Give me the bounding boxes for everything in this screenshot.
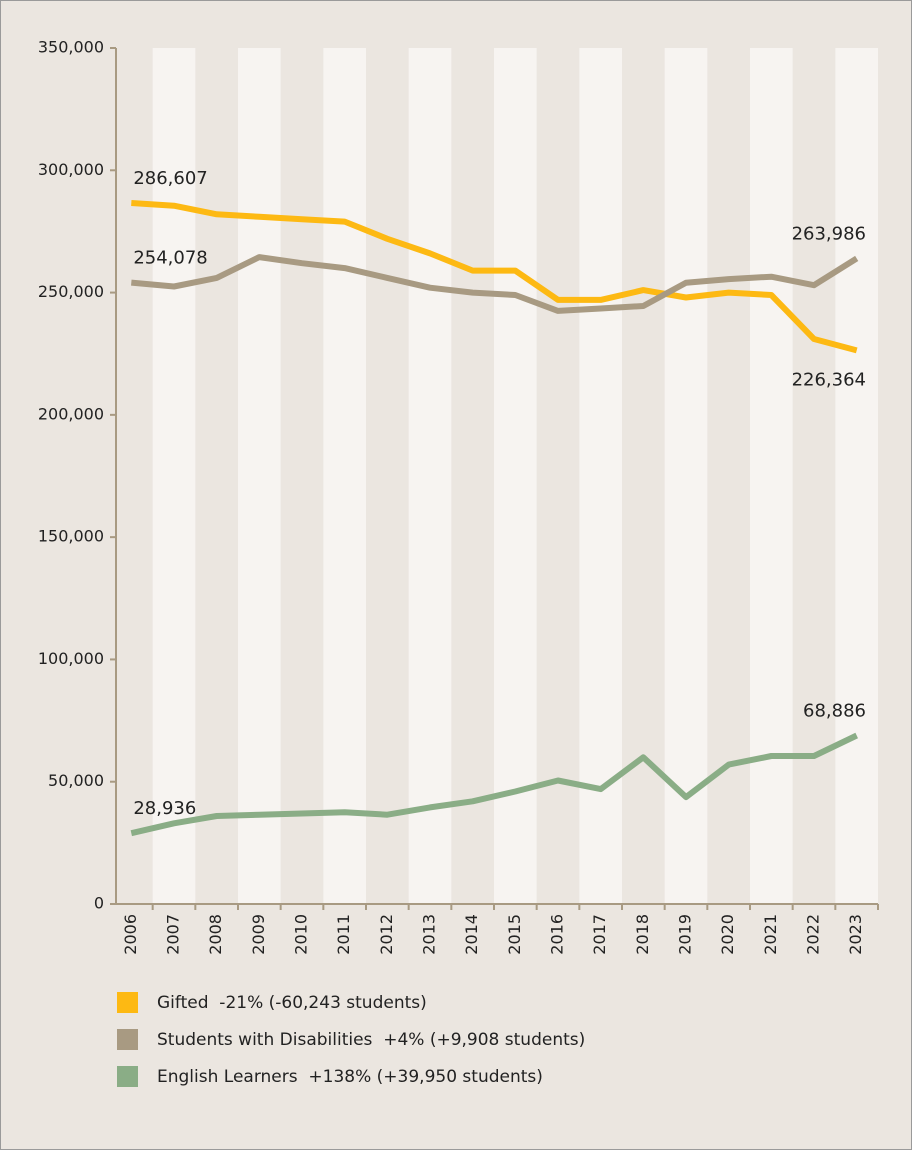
x-tick-label: 2023 xyxy=(846,914,865,955)
x-tick-label: 2020 xyxy=(718,914,737,955)
legend-swatch xyxy=(117,1066,138,1087)
y-tick-label: 250,000 xyxy=(38,282,104,301)
x-tick-label: 2018 xyxy=(633,914,652,955)
x-tick-label: 2010 xyxy=(292,914,311,955)
y-tick-label: 50,000 xyxy=(48,771,104,790)
stripe xyxy=(750,48,793,904)
value-label: 286,607 xyxy=(133,168,207,189)
x-tick-label: 2007 xyxy=(164,914,183,955)
stripe xyxy=(238,48,281,904)
value-label: 28,936 xyxy=(133,798,196,819)
x-tick-label: 2019 xyxy=(676,914,695,955)
value-label: 226,364 xyxy=(792,369,866,390)
legend-text: Students with Disabilities +4% (+9,908 s… xyxy=(157,1030,585,1050)
y-tick-label: 0 xyxy=(94,894,104,913)
legend-swatch xyxy=(117,1029,138,1050)
stripe xyxy=(835,48,878,904)
legend-swatch xyxy=(117,992,138,1013)
x-tick-label: 2006 xyxy=(121,914,140,955)
value-label: 254,078 xyxy=(133,248,207,269)
y-tick-label: 200,000 xyxy=(38,404,104,423)
y-tick-label: 100,000 xyxy=(38,649,104,668)
value-label: 263,986 xyxy=(792,223,866,244)
stripe xyxy=(408,48,452,904)
series-line xyxy=(131,254,859,314)
x-tick-label: 2012 xyxy=(377,914,396,955)
x-tick-label: 2008 xyxy=(206,914,225,955)
y-tick-label: 350,000 xyxy=(38,38,104,57)
legend-text: Gifted -21% (-60,243 students) xyxy=(157,993,427,1013)
value-label: 68,886 xyxy=(803,701,866,722)
x-tick-label: 2017 xyxy=(590,914,609,955)
stripe xyxy=(494,48,537,904)
x-tick-label: 2014 xyxy=(462,914,481,955)
y-tick-label: 300,000 xyxy=(38,160,104,179)
x-tick-label: 2022 xyxy=(804,914,823,955)
y-tick-label: 150,000 xyxy=(38,527,104,546)
series-line xyxy=(130,732,858,837)
x-tick-label: 2011 xyxy=(334,914,353,955)
series-line xyxy=(131,200,858,354)
stripe xyxy=(664,48,708,904)
x-tick-label: 2009 xyxy=(249,914,268,955)
x-tick-label: 2016 xyxy=(548,914,567,955)
legend-text: English Learners +138% (+39,950 students… xyxy=(157,1067,543,1087)
x-tick-label: 2013 xyxy=(420,914,439,955)
stripe xyxy=(579,48,622,904)
x-tick-label: 2015 xyxy=(505,914,524,955)
x-tick-label: 2021 xyxy=(761,914,780,955)
stripe xyxy=(323,48,366,904)
stripe xyxy=(152,48,196,904)
